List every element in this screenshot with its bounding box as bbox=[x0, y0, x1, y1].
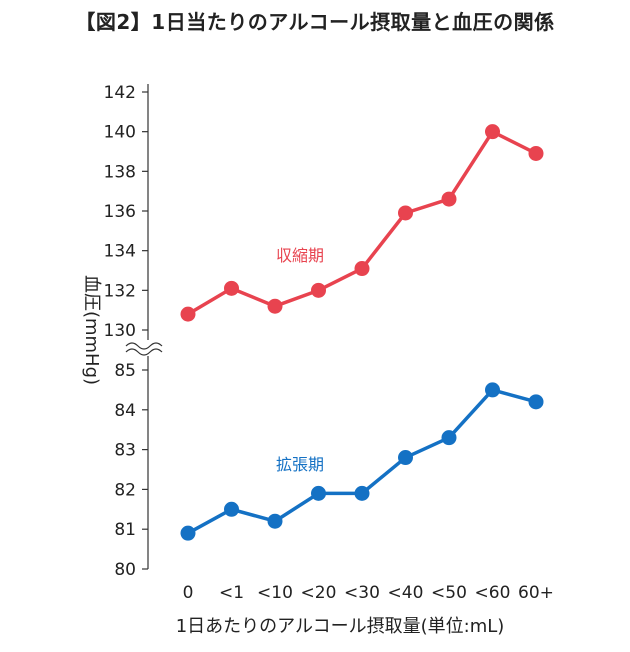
x-tick-label: <50 bbox=[431, 583, 467, 603]
data-point bbox=[267, 298, 283, 314]
y-tick-label: 83 bbox=[114, 441, 136, 461]
y-tick-label: 138 bbox=[104, 162, 136, 182]
data-point bbox=[267, 513, 283, 529]
series-label: 収縮期 bbox=[276, 246, 324, 265]
series-line bbox=[187, 129, 537, 316]
data-point bbox=[398, 450, 413, 466]
data-point bbox=[311, 485, 326, 501]
data-point bbox=[224, 280, 239, 296]
data-point bbox=[485, 382, 500, 398]
x-tick-label: <10 bbox=[257, 583, 293, 603]
data-point bbox=[528, 394, 544, 410]
series-label: 拡張期 bbox=[276, 455, 324, 474]
y-tick-label: 140 bbox=[104, 123, 136, 143]
y-ticks: 130 132 134 136 138 140 142 80 81 82 83 84 85 bbox=[104, 83, 148, 580]
y-tick-label: 132 bbox=[104, 281, 136, 301]
axis-break-mark bbox=[125, 348, 163, 356]
data-point bbox=[354, 485, 370, 501]
x-tick-label: <60 bbox=[475, 583, 511, 603]
x-tick-label: <40 bbox=[388, 583, 424, 603]
series-upper bbox=[180, 124, 544, 322]
series-lower bbox=[180, 382, 544, 541]
x-tick-label: <30 bbox=[344, 583, 380, 603]
series bbox=[180, 124, 544, 541]
data-point bbox=[180, 306, 196, 322]
data-point bbox=[224, 501, 239, 517]
data-point bbox=[311, 282, 326, 298]
series-line bbox=[187, 388, 537, 535]
data-point bbox=[441, 191, 457, 207]
y-tick-label: 136 bbox=[104, 202, 136, 222]
data-point bbox=[441, 430, 457, 446]
data-point bbox=[528, 145, 544, 161]
y-tick-label: 82 bbox=[114, 480, 136, 500]
y-tick-label: 130 bbox=[104, 321, 136, 341]
y-tick-label: 84 bbox=[114, 401, 136, 421]
y-tick-label: 80 bbox=[114, 560, 136, 580]
y-tick-label: 85 bbox=[114, 361, 136, 381]
y-axis-title: 血圧(mmHg) bbox=[81, 275, 102, 385]
axes bbox=[125, 84, 163, 569]
data-point bbox=[398, 205, 413, 221]
x-ticks: 0 <1 <10 <20 <30 <40 <50 <60 60+ bbox=[183, 583, 554, 603]
data-point bbox=[180, 525, 196, 541]
data-point bbox=[485, 124, 500, 140]
data-point bbox=[354, 261, 370, 277]
x-tick-label: <1 bbox=[219, 583, 244, 603]
chart-title: 【図2】1日当たりのアルコール摂取量と血圧の関係 bbox=[75, 10, 555, 34]
x-axis-title: 1日あたりのアルコール摂取量(単位:mL) bbox=[176, 616, 505, 637]
y-tick-label: 142 bbox=[104, 83, 136, 103]
y-tick-label: 81 bbox=[114, 520, 136, 540]
x-tick-label: 60+ bbox=[518, 583, 554, 603]
y-tick-label: 134 bbox=[104, 242, 136, 262]
x-tick-label: <20 bbox=[301, 583, 337, 603]
x-tick-label: 0 bbox=[183, 583, 194, 603]
axis-break-mark bbox=[125, 342, 163, 350]
